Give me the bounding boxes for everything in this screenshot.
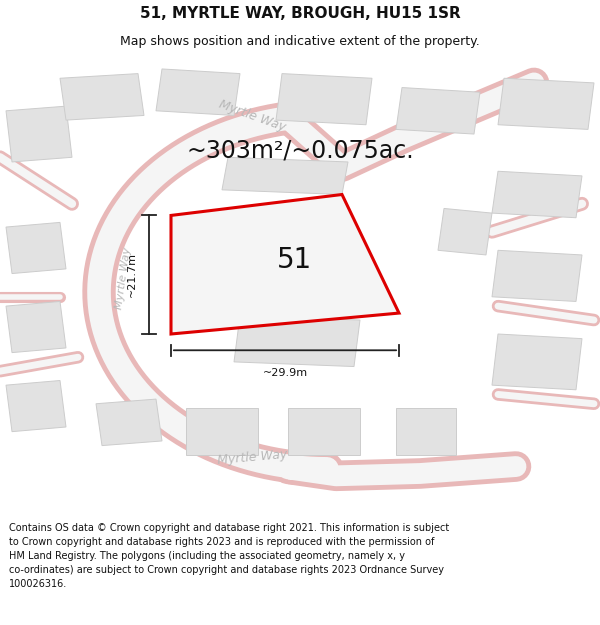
Polygon shape: [6, 301, 66, 352]
Polygon shape: [396, 408, 456, 455]
Text: ~21.7m: ~21.7m: [127, 253, 137, 298]
Text: ~303m²/~0.075ac.: ~303m²/~0.075ac.: [186, 138, 414, 162]
Polygon shape: [96, 399, 162, 446]
Text: Map shows position and indicative extent of the property.: Map shows position and indicative extent…: [120, 35, 480, 48]
Polygon shape: [156, 69, 240, 116]
Polygon shape: [60, 74, 144, 120]
Polygon shape: [276, 74, 372, 125]
Text: ~29.9m: ~29.9m: [262, 368, 308, 378]
Polygon shape: [6, 381, 66, 432]
Polygon shape: [6, 222, 66, 274]
Polygon shape: [288, 408, 360, 455]
Text: Myrtle Way: Myrtle Way: [113, 246, 133, 310]
Polygon shape: [222, 158, 348, 194]
Polygon shape: [492, 334, 582, 390]
Polygon shape: [492, 250, 582, 301]
Text: Myrtle Way: Myrtle Way: [217, 448, 287, 467]
Text: Contains OS data © Crown copyright and database right 2021. This information is : Contains OS data © Crown copyright and d…: [9, 523, 449, 589]
Polygon shape: [438, 209, 492, 255]
Text: 51, MYRTLE WAY, BROUGH, HU15 1SR: 51, MYRTLE WAY, BROUGH, HU15 1SR: [140, 6, 460, 21]
Text: 51: 51: [277, 246, 313, 274]
Text: Myrtle Way: Myrtle Way: [217, 98, 287, 134]
Polygon shape: [234, 316, 360, 366]
Polygon shape: [396, 88, 480, 134]
Polygon shape: [498, 78, 594, 129]
Polygon shape: [171, 194, 399, 334]
Polygon shape: [6, 106, 72, 162]
Polygon shape: [186, 408, 258, 455]
Polygon shape: [492, 171, 582, 217]
